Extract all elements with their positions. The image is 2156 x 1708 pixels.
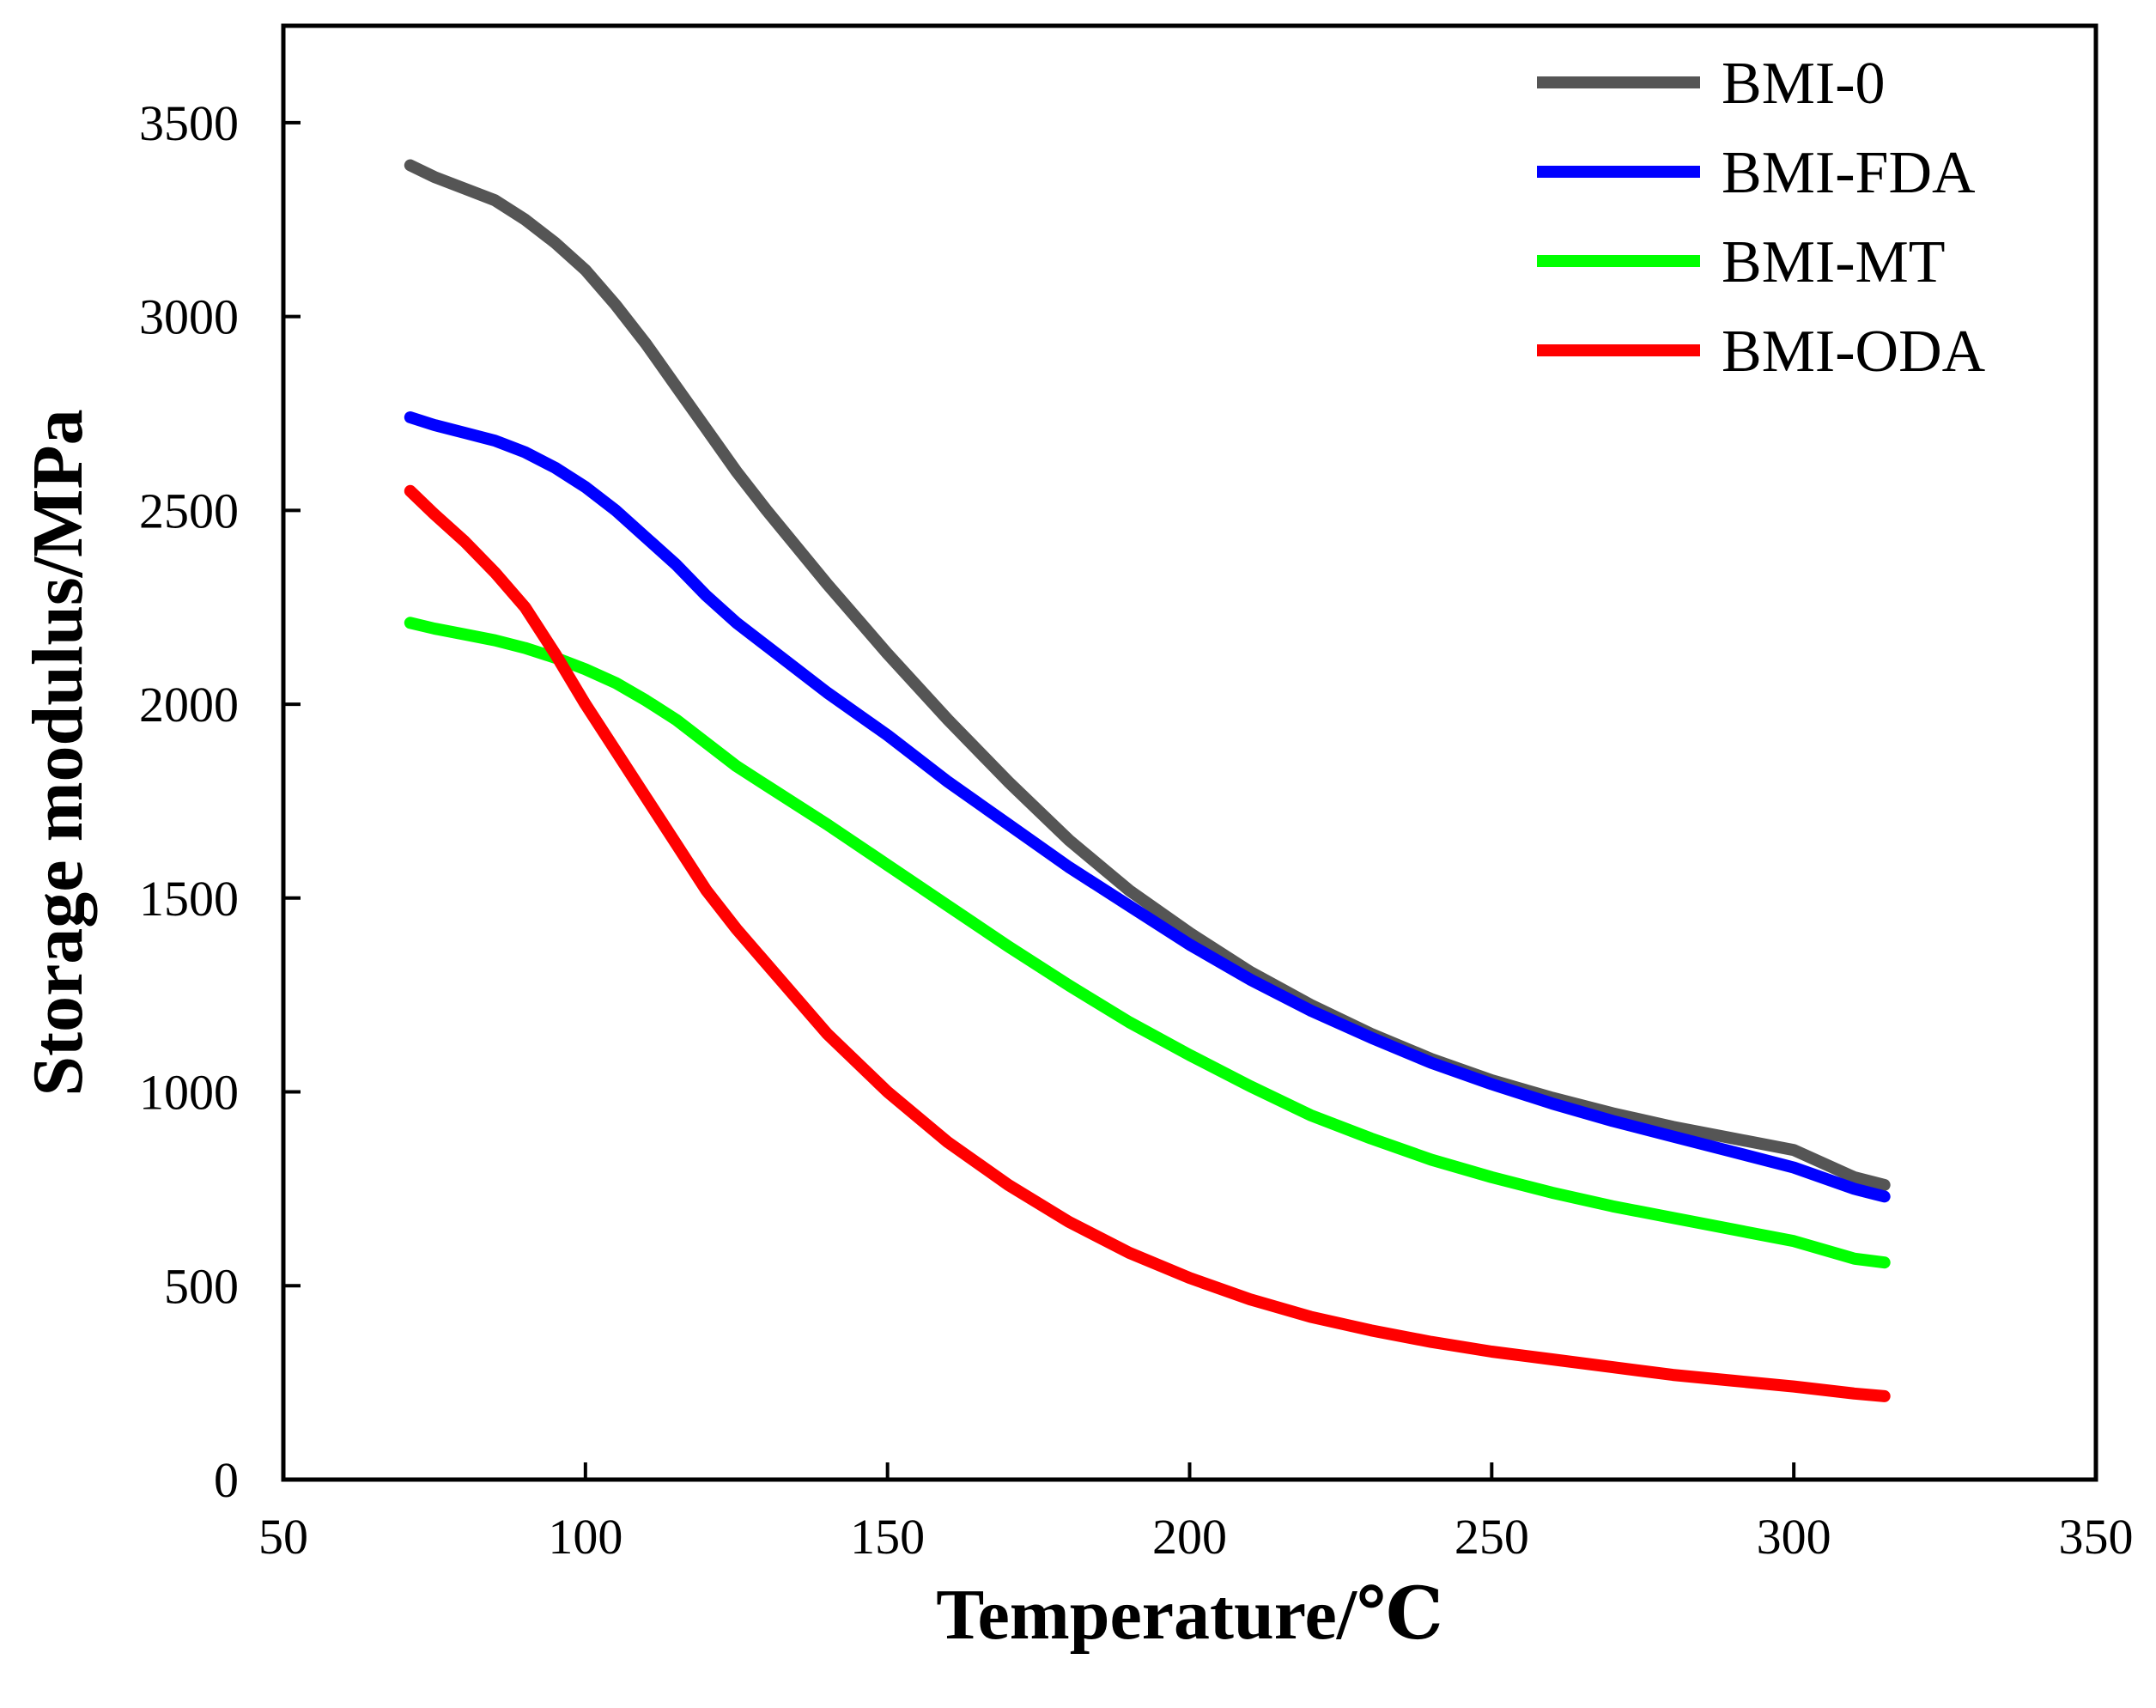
legend: BMI-0 BMI-FDA BMI-MT BMI-ODA bbox=[1537, 51, 1986, 385]
x-tick-label: 250 bbox=[1455, 1509, 1529, 1565]
x-axis-title: Temperature/℃ bbox=[936, 1575, 1443, 1655]
x-tick-label: 150 bbox=[850, 1509, 925, 1565]
y-axis-title: Storage modulus/MPa bbox=[18, 409, 98, 1096]
y-tick-label: 1500 bbox=[139, 871, 239, 927]
series-line-bmi-oda bbox=[404, 484, 1891, 1402]
series-line-bmi-mt bbox=[404, 617, 1891, 1269]
series-line-bmi-fda bbox=[404, 411, 1891, 1203]
x-tick-label: 50 bbox=[258, 1509, 308, 1565]
x-tick-label: 300 bbox=[1757, 1509, 1831, 1565]
y-tick-label: 1000 bbox=[139, 1065, 239, 1121]
y-tick-label: 500 bbox=[164, 1258, 239, 1314]
legend-label-bmi-mt: BMI-MT bbox=[1722, 229, 1946, 295]
y-tick-label: 3500 bbox=[139, 95, 239, 151]
x-tick-label: 200 bbox=[1152, 1509, 1227, 1565]
legend-label-bmi-fda: BMI-FDA bbox=[1722, 140, 1976, 206]
series-line-bmi-0 bbox=[404, 159, 1891, 1191]
x-axis: 50 100 150 200 250 300 350 bbox=[258, 1462, 2134, 1565]
y-tick-label: 0 bbox=[214, 1452, 239, 1508]
legend-label-bmi-0: BMI-0 bbox=[1722, 51, 1886, 117]
y-tick-label: 2000 bbox=[139, 677, 239, 732]
series-layer bbox=[404, 159, 1891, 1402]
x-tick-label: 100 bbox=[548, 1509, 623, 1565]
y-axis: 0 500 1000 1500 2000 2500 3000 3500 bbox=[139, 95, 301, 1508]
x-tick-label: 350 bbox=[2059, 1509, 2134, 1565]
y-tick-label: 2500 bbox=[139, 483, 239, 538]
legend-label-bmi-oda: BMI-ODA bbox=[1722, 319, 1986, 385]
y-tick-label: 3000 bbox=[139, 289, 239, 345]
